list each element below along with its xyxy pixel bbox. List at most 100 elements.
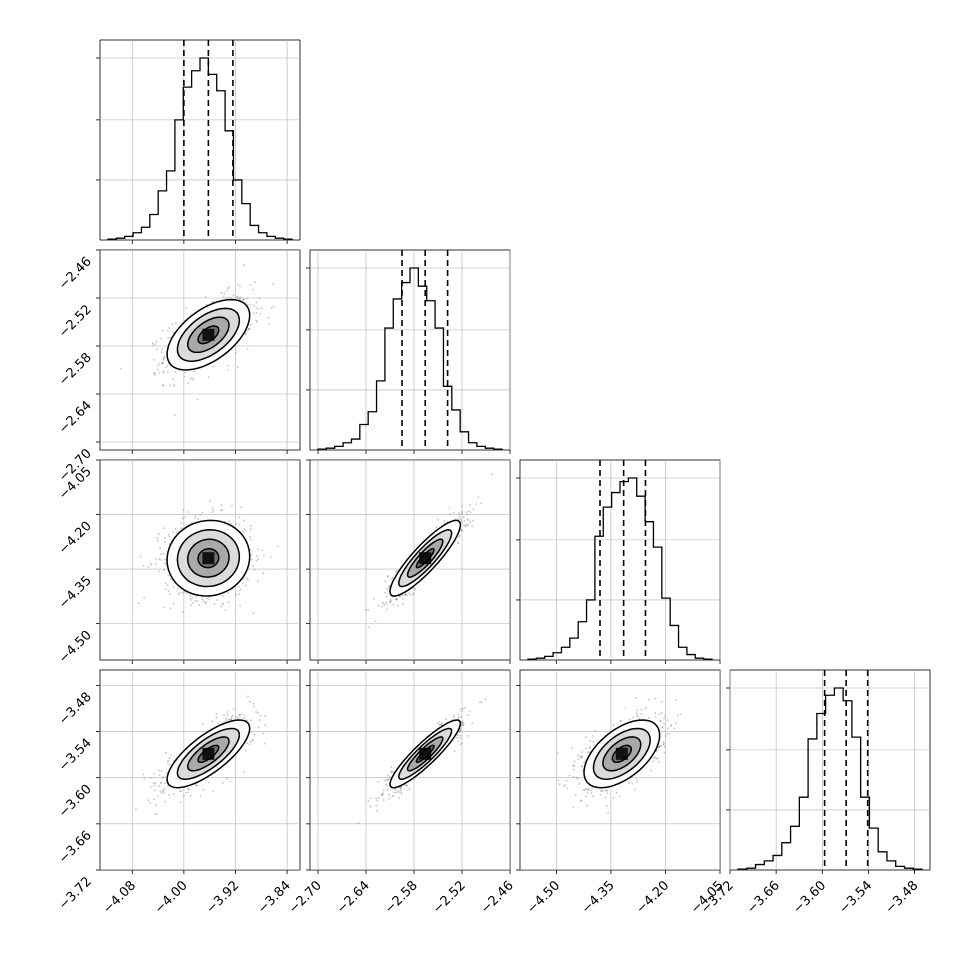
sample-point	[155, 813, 158, 816]
sample-point	[387, 575, 389, 577]
sample-point	[385, 601, 388, 603]
sample-point	[441, 722, 443, 725]
sample-point	[654, 756, 656, 759]
sample-point	[397, 791, 400, 794]
sample-point	[172, 378, 175, 380]
sample-point	[153, 798, 156, 801]
sample-point	[269, 556, 272, 558]
sample-point	[225, 290, 228, 292]
sample-point	[166, 761, 169, 764]
sample-point	[220, 291, 223, 294]
sample-point	[657, 757, 659, 760]
sample-point	[135, 808, 137, 811]
sample-point	[374, 620, 377, 623]
sample-point	[263, 742, 266, 745]
sample-point	[663, 751, 666, 754]
sample-point	[223, 292, 226, 295]
sample-point	[267, 316, 270, 319]
sample-point	[236, 296, 238, 299]
sample-point	[592, 740, 595, 743]
sample-point	[166, 371, 169, 374]
sample-point	[373, 598, 376, 600]
sample-point	[399, 786, 402, 789]
sample-point	[459, 708, 462, 711]
sample-point	[171, 323, 174, 326]
sample-point	[459, 729, 462, 731]
sample-point	[636, 714, 639, 717]
sample-point	[250, 538, 252, 541]
sample-point	[183, 375, 186, 378]
sample-point	[250, 558, 253, 561]
sample-point	[453, 511, 455, 514]
x-tick-label: −4.50	[524, 878, 563, 917]
sample-point	[154, 813, 156, 815]
contour-line	[166, 719, 251, 789]
sample-point	[147, 799, 150, 802]
sample-point	[606, 792, 609, 795]
sample-point	[654, 712, 657, 714]
sample-point	[157, 795, 160, 798]
contour-line	[406, 538, 444, 578]
sample-point	[589, 740, 592, 743]
sample-point	[239, 604, 241, 607]
sample-point	[162, 789, 165, 791]
sample-point	[412, 593, 414, 596]
sample-point	[446, 520, 449, 523]
x-tick-label: −2.52	[430, 878, 469, 917]
sample-point	[250, 554, 253, 556]
sample-point	[217, 722, 219, 724]
sample-point	[592, 795, 595, 798]
sample-point	[182, 509, 185, 511]
x-tick-label: −3.66	[744, 878, 783, 917]
sample-point	[636, 709, 638, 712]
sample-point	[165, 771, 168, 774]
contour-line	[592, 727, 651, 780]
sample-point	[255, 711, 257, 713]
sample-point	[467, 510, 470, 513]
sample-point	[463, 524, 465, 527]
sample-point	[226, 296, 229, 299]
sample-point	[191, 377, 193, 380]
sample-point	[400, 594, 403, 597]
sample-point	[382, 602, 385, 605]
sample-point	[227, 718, 230, 721]
sample-point	[173, 385, 176, 388]
sample-point	[257, 580, 259, 583]
sample-point	[224, 719, 227, 722]
y-tick-label: −3.54	[56, 736, 95, 775]
pair-content	[310, 460, 510, 660]
sample-point	[157, 364, 159, 367]
sample-point	[465, 524, 467, 527]
sample-point	[580, 800, 583, 802]
sample-point	[591, 787, 594, 790]
sample-point	[453, 714, 455, 717]
sample-point	[664, 735, 667, 737]
sample-point	[154, 804, 157, 806]
sample-point	[257, 307, 260, 310]
sample-point	[390, 766, 393, 768]
sample-point	[172, 331, 175, 334]
sample-point	[169, 578, 172, 581]
sample-point	[658, 745, 661, 748]
sample-point	[662, 741, 665, 744]
sample-point	[153, 784, 156, 787]
contour-line	[186, 316, 230, 354]
sample-point	[206, 597, 208, 600]
sample-point	[252, 304, 255, 307]
sample-point	[381, 794, 384, 796]
sample-point	[262, 555, 265, 557]
sample-point	[615, 792, 618, 794]
sample-point	[258, 719, 261, 721]
sample-point	[605, 789, 608, 792]
sample-point	[239, 588, 242, 591]
sample-point	[246, 347, 249, 350]
sample-point	[207, 781, 210, 784]
sample-point	[212, 300, 215, 303]
sample-point	[663, 745, 666, 748]
sample-point	[215, 716, 218, 719]
sample-point	[238, 714, 241, 717]
histogram-series	[737, 687, 923, 870]
contour-line	[197, 325, 220, 345]
sample-point	[213, 602, 216, 605]
